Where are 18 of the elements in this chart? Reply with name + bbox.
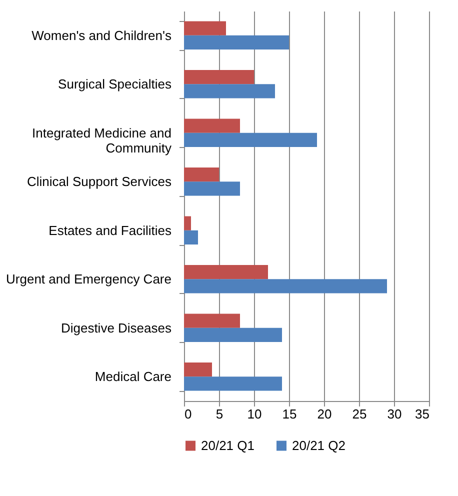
x-tick-label: 15 [282, 406, 297, 422]
y-tick-label: Medical Care [94, 369, 172, 384]
y-tick-label: Clinical Support Services [26, 174, 172, 190]
x-tick-label: 10 [247, 406, 262, 422]
x-tick-label: 25 [352, 406, 367, 422]
x-tick-label: 30 [387, 406, 402, 422]
y-tick-label: Integrated Medicine and Community [32, 125, 172, 156]
x-tick-label: 5 [216, 406, 224, 422]
x-tick-label: 0 [184, 406, 192, 422]
y-tick-label: Urgent and Emergency Care [6, 272, 172, 287]
x-tick-label: 35 [415, 406, 430, 422]
y-tick-label: Estates and Facilities [48, 222, 172, 238]
y-tick-label: Surgical Specialties [58, 76, 172, 92]
y-tick-label: Digestive Diseases [60, 320, 172, 336]
legend-label: 20/21 Q1 [201, 438, 254, 453]
legend-label: 20/21 Q2 [292, 438, 346, 453]
x-tick-label: 20 [317, 406, 332, 422]
y-tick-label: Women's and Children's [32, 28, 172, 43]
